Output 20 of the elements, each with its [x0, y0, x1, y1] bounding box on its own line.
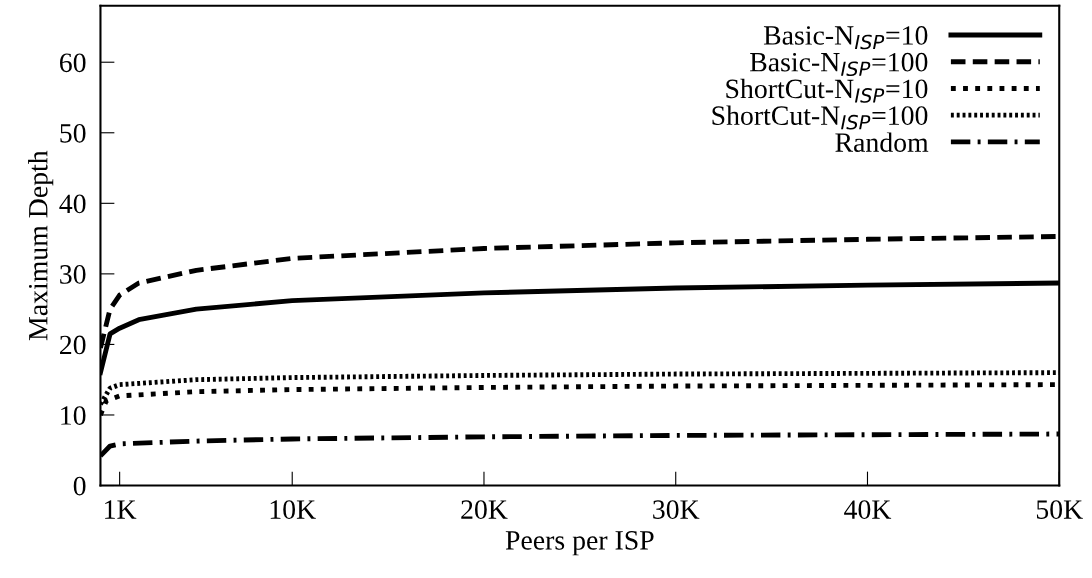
x-tick-label: 20K — [461, 500, 508, 519]
x-tick-label: 30K — [653, 500, 700, 519]
x-tick-label: 10K — [270, 500, 316, 519]
x-tick-label: 40K — [844, 500, 892, 519]
x-axis-title: Peers per ISP — [505, 531, 654, 556]
y-tick-label: 10 — [61, 406, 86, 425]
y-tick-label: 0 — [73, 476, 86, 496]
y-tick-label: 40 — [59, 194, 86, 214]
y-tick-label: 20 — [60, 335, 86, 355]
y-tick-label: 50 — [60, 123, 86, 143]
y-tick-label: 60 — [59, 53, 86, 73]
legend-label: Basic-N$_{ISP}$=10 — [763, 26, 928, 50]
legend-label: ShortCut-N$_{ISP}$=100 — [712, 105, 928, 130]
y-axis-title: Maximum Depth — [28, 150, 54, 341]
x-tick-label: 1K — [105, 500, 137, 519]
legend-label: Basic-N$_{ISP}$=100 — [750, 52, 928, 77]
legend-label: ShortCut-N$_{ISP}$=10 — [726, 78, 928, 103]
x-tick-label: 50K — [1036, 500, 1083, 519]
legend-label: Random — [835, 132, 929, 152]
y-tick-label: 30 — [60, 265, 86, 284]
